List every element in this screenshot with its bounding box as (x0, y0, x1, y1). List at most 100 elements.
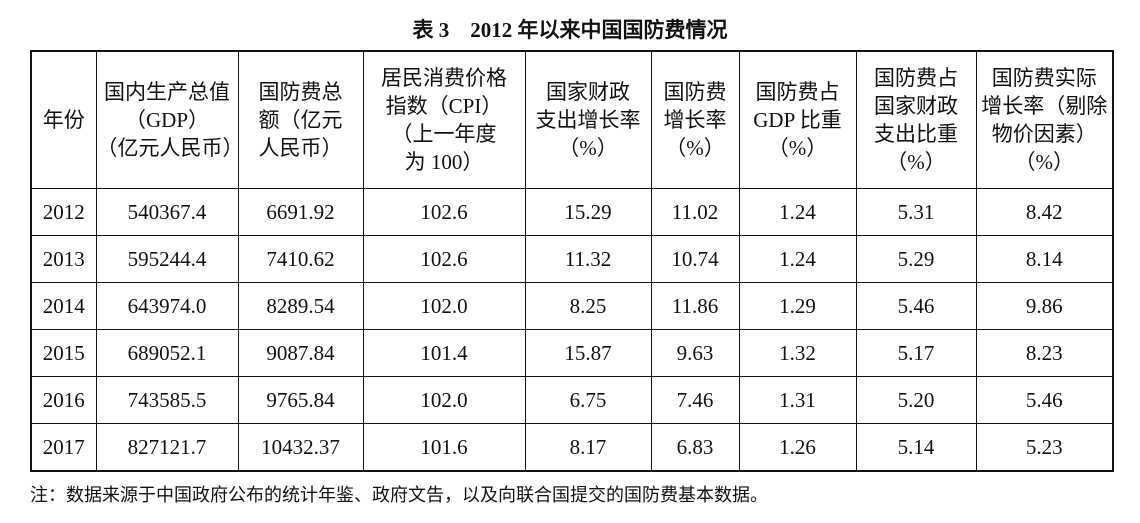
table-cell: 5.31 (855, 188, 977, 236)
header-line: （%） (1014, 150, 1075, 174)
table-cell: 102.6 (362, 188, 526, 236)
header-line: 年份 (42, 108, 85, 132)
table-cell: 2015 (30, 329, 97, 377)
header-line: GDP 比重 (753, 108, 842, 132)
table-cell: 2017 (30, 423, 97, 472)
header-cell: 年份 (30, 50, 97, 189)
table-cell: 5.20 (855, 376, 977, 424)
table-cell: 11.02 (650, 188, 740, 236)
header-line: 支出增长率 (535, 108, 641, 132)
table-cell: 5.14 (855, 423, 977, 472)
header-cell: 国家财政支出增长率 （%） (524, 50, 652, 189)
table-cell: 5.46 (855, 282, 977, 330)
table-cell: 5.23 (975, 423, 1114, 472)
footnote: 注：数据来源于中国政府公布的统计年鉴、政府文告，以及向联合国提交的国防费基本数据… (30, 485, 768, 505)
table-row: 2012 540367.4 6691.92 102.6 15.29 11.02 1.24 5.… (30, 188, 1114, 236)
header-line: 国防费占 (874, 66, 958, 90)
table-cell: 7.46 (650, 376, 740, 424)
table-cell: 15.87 (524, 329, 652, 377)
header-cell: 国内生产总值 （GDP） （亿元人民币） (95, 50, 244, 189)
table-cell: 1.24 (738, 188, 857, 236)
table-cell: 102.6 (362, 235, 526, 283)
table-cell: 1.24 (738, 235, 857, 283)
header-line: 国家财政 (546, 80, 630, 104)
table-cell: 540367.4 (95, 188, 239, 236)
header-line: 国防费占 (755, 80, 840, 104)
header-line: 国内生产总值 (104, 80, 230, 104)
header-line: 额（亿元 (258, 108, 343, 132)
table-cell: 6691.92 (237, 188, 364, 236)
table-cell: 101.4 (362, 329, 526, 377)
table-cell: 8.17 (524, 423, 652, 472)
header-line: 国防费总 (258, 80, 343, 104)
table-cell: 6.83 (650, 423, 740, 472)
table-cell: 15.29 (524, 188, 652, 236)
header-line: 指数（CPI） (385, 94, 503, 118)
table-row: 2015 689052.1 9087.84 101.4 15.87 9.63 1.32 5.1… (30, 329, 1114, 377)
table-cell: 1.32 (738, 329, 857, 377)
table-title: 表 3 2012 年以来中国国防费情况 (412, 18, 728, 42)
header-cell: 国防费实际增长率（剔除 物价因素） （%） (975, 50, 1114, 189)
table-cell: 689052.1 (95, 329, 239, 377)
table-cell: 102.0 (362, 376, 526, 424)
table-body: 2012 540367.4 6691.92 102.6 15.29 11.02 1.24 5.… (30, 188, 1114, 472)
table-cell: 2012 (30, 188, 97, 236)
header-row: 年份 国内生产总值 （GDP） （亿元人民币） 国防费总 额（亿元 人民币） 居民消费价格 指数… (30, 50, 1114, 189)
table-cell: 5.17 (855, 329, 977, 377)
header-line: 支出比重 (874, 122, 958, 146)
table-cell: 8289.54 (237, 282, 364, 330)
table-cell: 11.32 (524, 235, 652, 283)
header-line: 国防费 (663, 80, 727, 104)
table-cell: 6.75 (524, 376, 652, 424)
header-line: 增长率 (663, 108, 727, 132)
table-cell: 743585.5 (95, 376, 239, 424)
header-cell: 国防费增长率 （%） (650, 50, 740, 189)
table-cell: 5.46 (975, 376, 1114, 424)
table-cell: 11.86 (650, 282, 740, 330)
header-line: （%） (665, 136, 725, 160)
header-line: 国家财政 (874, 94, 958, 118)
table-cell: 1.26 (738, 423, 857, 472)
table-cell: 8.25 (524, 282, 652, 330)
header-line: 居民消费价格 (381, 66, 507, 90)
header-line: 为 100） (404, 150, 484, 174)
header-line: （%） (558, 136, 618, 160)
table-cell: 8.42 (975, 188, 1114, 236)
table-cell: 827121.7 (95, 423, 239, 472)
table-cell: 102.0 (362, 282, 526, 330)
header-line: 增长率（剔除 (981, 94, 1108, 118)
table-cell: 643974.0 (95, 282, 239, 330)
header-line: （GDP） (124, 108, 209, 132)
table-cell: 2014 (30, 282, 97, 330)
table-cell: 1.31 (738, 376, 857, 424)
header-cell: 居民消费价格 指数（CPI） （上一年度为 100） (362, 50, 526, 189)
table-cell: 2013 (30, 235, 97, 283)
header-cell: 国防费总额（亿元人民币） (237, 50, 364, 189)
table-cell: 9765.84 (237, 376, 364, 424)
table-cell: 5.29 (855, 235, 977, 283)
table-cell: 8.23 (975, 329, 1114, 377)
header-line: （%） (886, 150, 946, 174)
table-cell: 10.74 (650, 235, 740, 283)
table-cell: 9.63 (650, 329, 740, 377)
table-cell: 10432.37 (237, 423, 364, 472)
header-cell: 国防费占 GDP 比重 （%） (738, 50, 857, 189)
header-line: （%） (767, 136, 828, 160)
header-line: 国防费实际 (991, 66, 1097, 90)
table-cell: 7410.62 (237, 235, 364, 283)
header-line: （亿元人民币） (96, 136, 244, 160)
header-line: 物价因素） (991, 122, 1097, 146)
table-row: 2017 827121.7 10432.37 101.6 8.17 6.83 1.26 5.1… (30, 423, 1114, 472)
table-cell: 2016 (30, 376, 97, 424)
header-cell: 国防费占国家财政支出比重 （%） (855, 50, 977, 189)
table-cell: 101.6 (362, 423, 526, 472)
data-table: 年份 国内生产总值 （GDP） （亿元人民币） 国防费总 额（亿元 人民币） 居民消费价格 指数… (30, 50, 1114, 472)
header-line: （上一年度 (391, 122, 497, 146)
table-row: 2014 643974.0 8289.54 102.0 8.25 11.86 1.29 5.4… (30, 282, 1114, 330)
table-cell: 595244.4 (95, 235, 239, 283)
header-line: 人民币） (258, 136, 343, 160)
table-cell: 1.29 (738, 282, 857, 330)
table-cell: 8.14 (975, 235, 1114, 283)
table-cell: 9.86 (975, 282, 1114, 330)
